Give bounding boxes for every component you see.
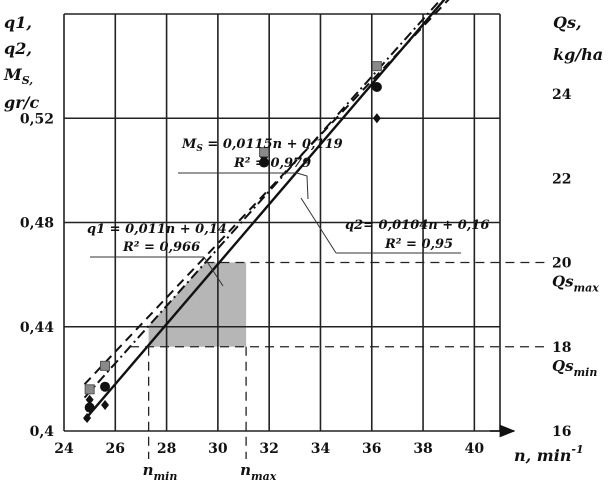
- Qs_max-label-main: Qs: [552, 273, 574, 291]
- point-m: [259, 147, 270, 158]
- x-tick-label: 40: [465, 441, 485, 457]
- point-q1: [100, 381, 111, 392]
- point-q2: [83, 412, 92, 423]
- y-left-label-line-2: q2,: [4, 39, 32, 58]
- x-tick-label: 38: [413, 441, 432, 457]
- y-left-tick-label: 0,52: [20, 111, 54, 127]
- y-left-tick-label: 0,44: [20, 320, 54, 336]
- y-left-tick-label: 0,48: [20, 216, 54, 232]
- n_min-label-main: n: [143, 461, 154, 479]
- point-q1: [259, 157, 270, 168]
- Qs_max-label: Qsmax: [552, 273, 599, 295]
- tick-labels: 24 26 28 30 32 34 36 38 40 0,4 0,44 0,48 0,52 16 18 20 2…: [20, 87, 572, 457]
- x-tick-label: 36: [362, 441, 381, 457]
- point-m: [100, 360, 111, 371]
- q2-r2: R² = 0,95: [384, 237, 453, 252]
- point-q2: [372, 113, 381, 124]
- y-right-tick-label: 20: [552, 256, 572, 272]
- x-tick-label: 28: [157, 441, 176, 457]
- q1-r2: R² = 0,966: [122, 240, 200, 255]
- y-left-label-line-1: q1,: [4, 13, 32, 32]
- q1-equation: q1 = 0,011n + 0,14: [87, 222, 227, 237]
- point-m: [84, 384, 95, 395]
- q1-annotation-leader: [203, 256, 224, 287]
- data-points: [83, 61, 382, 423]
- ms-equation-rest: = 0,0115n + 0,119: [203, 137, 343, 152]
- ms-equation-m: M: [181, 137, 197, 152]
- y-right-tick-label: 18: [552, 340, 571, 356]
- y-right-tick-label: 16: [552, 424, 571, 440]
- q1-equation-annotation: q1 = 0,011n + 0,14 R² = 0,966: [87, 222, 227, 287]
- y-left-label-line-3: MS,: [3, 65, 33, 87]
- point-q1: [371, 81, 382, 92]
- q2-equation: q2= 0,0104n + 0,16: [345, 218, 489, 233]
- y-right-label-line-1: Qs,: [553, 13, 582, 32]
- Qs_min-label-sub: min: [574, 366, 598, 379]
- trend-lines: [83, 0, 450, 421]
- x-tick-label: 24: [54, 441, 74, 457]
- n_min-label-sub: min: [154, 470, 178, 482]
- q2-annotation-leader: [300, 197, 337, 254]
- q2-equation-annotation: q2= 0,0104n + 0,16 R² = 0,95: [300, 197, 489, 254]
- point-m: [371, 61, 382, 72]
- x-axis-label-main: n, min: [514, 446, 571, 465]
- n_min-label: nmin: [143, 461, 178, 482]
- x-axis-label-exp: -1: [571, 443, 583, 456]
- x-tick-label: 34: [311, 441, 331, 457]
- y-right-label-line-2: kg/ha: [553, 45, 603, 64]
- y-left-label-ms-sub: S,: [22, 74, 34, 87]
- x-axis-label: n, min-1: [514, 443, 584, 465]
- ms-r2: R² = 0,979: [233, 156, 311, 171]
- y-left-axis-label: q1, q2, MS, gr/c: [3, 13, 39, 112]
- point-q2: [85, 394, 94, 405]
- x-tick-label: 32: [259, 441, 278, 457]
- point-q2: [101, 399, 110, 410]
- point-q1: [84, 402, 95, 413]
- n_max-label-main: n: [240, 461, 251, 479]
- Qs_min-label: Qsmin: [552, 357, 597, 379]
- y-left-label-line-4: gr/c: [4, 93, 39, 112]
- optimal-range-shade: [148, 262, 247, 347]
- shaded-region: [148, 262, 247, 347]
- x-tick-label: 26: [106, 441, 125, 457]
- y-left-label-ms: M: [3, 65, 23, 84]
- Qs_min-label-main: Qs: [552, 357, 574, 375]
- trend-line-q1: [83, 0, 442, 399]
- ms-equation-sub: S: [196, 144, 203, 154]
- Qs_max-label-sub: max: [574, 282, 600, 295]
- trend-line-q2: [83, 0, 450, 385]
- y-right-axis-label: Qs, kg/ha: [553, 13, 603, 64]
- y-right-tick-label: 22: [552, 171, 571, 187]
- n_max-label: nmax: [240, 461, 277, 482]
- ms-equation-annotation: MS = 0,0115n + 0,119 R² = 0,979: [178, 137, 343, 200]
- x-tick-label: 30: [208, 441, 228, 457]
- trend-line-m: [83, 0, 446, 421]
- ms-equation: MS = 0,0115n + 0,119: [181, 137, 343, 154]
- ms-annotation-leader: [296, 172, 309, 200]
- n_max-label-sub: max: [251, 470, 277, 482]
- y-right-tick-label: 24: [552, 87, 572, 103]
- y-left-tick-label: 0,4: [30, 424, 55, 440]
